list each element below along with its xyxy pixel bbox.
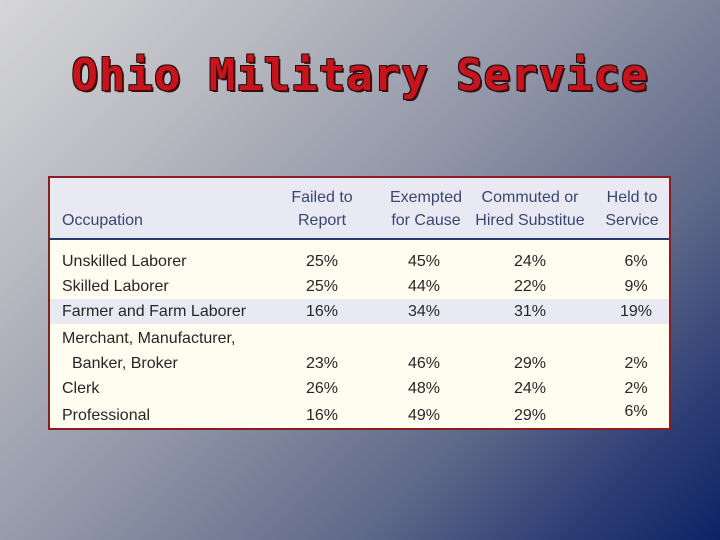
row-2-held: 9% bbox=[624, 278, 648, 295]
row-2-commuted: 22% bbox=[513, 278, 547, 295]
row-5-commuted: 24% bbox=[513, 380, 547, 397]
row-4-failed: 23% bbox=[305, 355, 339, 372]
row-5-held: 2% bbox=[624, 380, 648, 397]
header-commuted-line-1: Commuted or bbox=[481, 189, 579, 206]
row-2-exempted: 44% bbox=[407, 278, 441, 295]
row-6-failed: 16% bbox=[305, 407, 339, 424]
row-4-occupation-line-1: Merchant, Manufacturer, bbox=[62, 330, 236, 347]
row-1-occupation: Unskilled Laborer bbox=[62, 253, 187, 270]
row-4-occupation: Banker, Broker bbox=[72, 355, 178, 372]
row-4-exempted: 46% bbox=[407, 355, 441, 372]
row-6-held: 6% bbox=[624, 403, 648, 420]
row-6-commuted: 29% bbox=[513, 407, 547, 424]
row-4-held: 2% bbox=[624, 355, 648, 372]
occupation-table: Occupation Failed to Report Exempted for… bbox=[48, 176, 671, 430]
highlighted-row-band bbox=[50, 299, 669, 324]
header-exempted-line-2: for Cause bbox=[391, 212, 461, 229]
header-failed-line-1: Failed to bbox=[291, 189, 353, 206]
header-commuted-or-hired: Commuted or Hired Substitue bbox=[466, 186, 594, 232]
table-header: Occupation Failed to Report Exempted for… bbox=[50, 178, 669, 240]
row-1-exempted: 45% bbox=[407, 253, 441, 270]
row-3-occupation: Farmer and Farm Laborer bbox=[62, 303, 247, 320]
header-failed-line-2: Report bbox=[297, 212, 347, 229]
header-commuted-line-2: Hired Substitue bbox=[475, 212, 585, 229]
row-6-occupation: Professional bbox=[62, 407, 151, 424]
row-2-failed: 25% bbox=[305, 278, 339, 295]
row-4-commuted: 29% bbox=[513, 355, 547, 372]
header-held-line-1: Held to bbox=[606, 189, 658, 206]
row-3-exempted: 34% bbox=[407, 303, 441, 320]
header-exempted-for-cause: Exempted for Cause bbox=[384, 186, 468, 232]
row-3-failed: 16% bbox=[305, 303, 339, 320]
row-5-occupation: Clerk bbox=[62, 380, 100, 397]
row-2-occupation: Skilled Laborer bbox=[62, 278, 169, 295]
header-exempted-line-1: Exempted bbox=[389, 189, 463, 206]
header-held-to-service: Held to Service bbox=[596, 186, 668, 232]
row-3-held: 19% bbox=[619, 303, 653, 320]
row-1-commuted: 24% bbox=[513, 253, 547, 270]
header-failed-to-report: Failed to Report bbox=[278, 186, 366, 232]
row-5-exempted: 48% bbox=[407, 380, 441, 397]
slide-title: Ohio Military Service bbox=[71, 50, 649, 101]
header-occupation: Occupation bbox=[62, 212, 143, 229]
row-3-commuted: 31% bbox=[513, 303, 547, 320]
row-5-failed: 26% bbox=[305, 380, 339, 397]
row-1-held: 6% bbox=[624, 253, 648, 270]
row-6-exempted: 49% bbox=[407, 407, 441, 424]
row-1-failed: 25% bbox=[305, 253, 339, 270]
header-held-line-2: Service bbox=[605, 212, 659, 229]
